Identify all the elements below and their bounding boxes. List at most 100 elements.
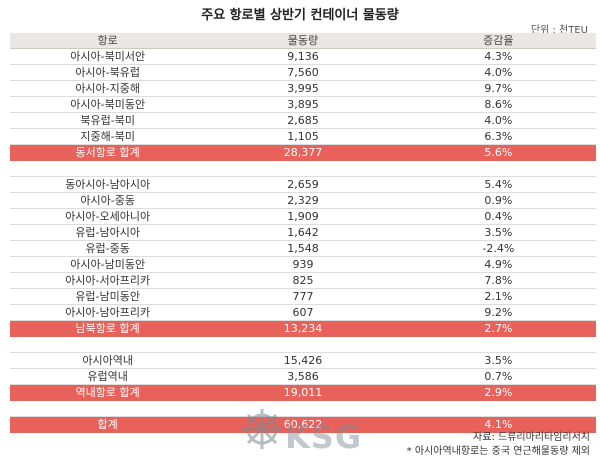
volume-cell: 1,548 <box>287 242 319 255</box>
table-row: 아시아역내 15,426 3.5% <box>10 353 596 369</box>
table-row: 아시아-남아프리카 607 9.2% <box>10 305 596 321</box>
volume-cell: 2,329 <box>287 194 319 207</box>
change-cell: 3.5% <box>484 354 513 367</box>
volume-cell: 3,586 <box>287 370 319 383</box>
change-cell: 4.9% <box>484 258 513 271</box>
watermark-text: KSG <box>285 418 363 456</box>
total-volume: 13,234 <box>283 322 323 335</box>
route-cell: 아시아-지중해 <box>75 82 141 95</box>
table-row: 아시아-서아프리카 825 7.8% <box>10 273 596 289</box>
footnote: * 아시아역내항로는 중국 연근해물동량 제외 <box>406 446 590 457</box>
table-row: 아시아-남미동안 939 4.9% <box>10 257 596 273</box>
table-row: 유럽-남아시아 1,642 3.5% <box>10 225 596 241</box>
table-row: 유럽역내 3,586 0.7% <box>10 369 596 385</box>
table-row: 아시아-중동 2,329 0.9% <box>10 193 596 209</box>
table-row: 유럽-중동 1,548 -2.4% <box>10 241 596 257</box>
volume-cell: 3,895 <box>287 98 319 111</box>
route-cell: 아시아-북미서안 <box>70 50 146 63</box>
north-south-group: 동아시아-남아시아 2,659 5.4% 아시아-중동 2,329 0.9% 아시아-오세아… <box>10 177 596 321</box>
route-cell: 유럽-중동 <box>85 242 130 255</box>
change-cell: 4.0% <box>484 66 513 79</box>
unit-label: 단위 : 천TEU <box>530 25 588 36</box>
east-west-group: 아시아-북미서안 9,136 4.3% 아시아-북유럽 7,560 4.0% 아시아-지중해… <box>10 49 596 145</box>
table-row: 지중해-북미 1,105 6.3% <box>10 129 596 145</box>
change-cell: 2.1% <box>484 290 513 303</box>
change-cell: 4.3% <box>484 50 513 63</box>
volume-cell: 607 <box>292 306 314 319</box>
route-cell: 유럽-남미동안 <box>75 290 141 303</box>
table-row: 동아시아-남아시아 2,659 5.4% <box>10 177 596 193</box>
table-row: 아시아-북미동안 3,895 8.6% <box>10 97 596 113</box>
route-cell: 북유럽-북미 <box>80 114 135 127</box>
change-cell: 7.8% <box>484 274 513 287</box>
total-row-east-west: 동서항로 합계 28,377 5.6% <box>10 145 596 161</box>
grand-total-change: 4.1% <box>484 418 513 431</box>
spacer-row <box>10 401 596 417</box>
total-change: 5.6% <box>484 146 513 159</box>
route-cell: 아시아-남미동안 <box>70 258 146 271</box>
volume-cell: 2,685 <box>287 114 319 127</box>
change-cell: 6.3% <box>484 130 513 143</box>
grand-total-volume: 60,622 <box>283 418 323 431</box>
route-cell: 아시아역내 <box>82 354 133 367</box>
page-title: 주요 항로별 상반기 컨테이너 물동량 <box>201 8 399 23</box>
total-volume: 19,011 <box>283 386 323 399</box>
total-label: 역내항로 합계 <box>75 386 140 399</box>
change-cell: 8.6% <box>484 98 513 111</box>
spacer-row <box>10 337 596 353</box>
intra-regional-group: 아시아역내 15,426 3.5% 유럽역내 3,586 0.7% <box>10 353 596 385</box>
volume-cell: 7,560 <box>287 66 319 79</box>
route-cell: 아시아-남아프리카 <box>65 306 151 319</box>
data-table: 항로 물동량 증감율 아시아-북미서안 9,136 4.3% 아시아-북유럽 7,560… <box>10 33 596 433</box>
route-cell: 유럽역내 <box>87 370 128 383</box>
route-cell: 유럽-남아시아 <box>75 226 141 239</box>
change-cell: 9.7% <box>484 82 513 95</box>
change-cell: 0.9% <box>484 194 513 207</box>
route-cell: 아시아-북미동안 <box>70 98 146 111</box>
change-cell: 0.7% <box>484 370 513 383</box>
volume-cell: 825 <box>292 274 314 287</box>
watermark-logo-icon <box>242 409 282 449</box>
route-cell: 아시아-북유럽 <box>75 66 141 79</box>
header-change: 증감율 <box>483 34 514 47</box>
volume-cell: 3,995 <box>287 82 319 95</box>
total-label: 남북항로 합계 <box>75 322 140 335</box>
volume-cell: 2,659 <box>287 178 319 191</box>
table-row: 북유럽-북미 2,685 4.0% <box>10 113 596 129</box>
volume-cell: 9,136 <box>287 50 319 63</box>
total-change: 2.7% <box>484 322 513 335</box>
volume-cell: 939 <box>292 258 314 271</box>
route-cell: 아시아-서아프리카 <box>65 274 151 287</box>
total-row-intra-regional: 역내항로 합계 19,011 2.9% <box>10 385 596 401</box>
grand-total-label: 합계 <box>97 418 118 431</box>
change-cell: 0.4% <box>484 210 513 223</box>
volume-cell: 1,105 <box>287 130 319 143</box>
grand-total-row: 합계 60,622 4.1% <box>10 417 596 433</box>
total-volume: 28,377 <box>283 146 323 159</box>
source-note: 자료: 드류리마리타임리서치 <box>473 432 590 443</box>
total-change: 2.9% <box>484 386 513 399</box>
volume-cell: 15,426 <box>283 354 323 367</box>
header-volume: 물동량 <box>287 34 319 47</box>
change-cell: 5.4% <box>484 178 513 191</box>
volume-cell: 777 <box>292 290 314 303</box>
change-cell: 3.5% <box>484 226 513 239</box>
table-row: 아시아-북미서안 9,136 4.3% <box>10 49 596 65</box>
volume-cell: 1,642 <box>287 226 319 239</box>
table-row: 유럽-남미동안 777 2.1% <box>10 289 596 305</box>
change-cell: 9.2% <box>484 306 513 319</box>
volume-cell: 1,909 <box>287 210 319 223</box>
total-label: 동서항로 합계 <box>75 146 140 159</box>
route-cell: 동아시아-남아시아 <box>65 178 151 191</box>
change-cell: 4.0% <box>484 114 513 127</box>
route-cell: 아시아-중동 <box>80 194 135 207</box>
header-route: 항로 <box>97 34 118 47</box>
table-header: 항로 물동량 증감율 <box>10 33 596 49</box>
total-row-north-south: 남북항로 합계 13,234 2.7% <box>10 321 596 337</box>
table-row: 아시아-오세아니아 1,909 0.4% <box>10 209 596 225</box>
change-cell: -2.4% <box>482 242 515 255</box>
table-row: 아시아-북유럽 7,560 4.0% <box>10 65 596 81</box>
spacer-row <box>10 161 596 177</box>
route-cell: 아시아-오세아니아 <box>65 210 151 223</box>
route-cell: 지중해-북미 <box>80 130 135 143</box>
